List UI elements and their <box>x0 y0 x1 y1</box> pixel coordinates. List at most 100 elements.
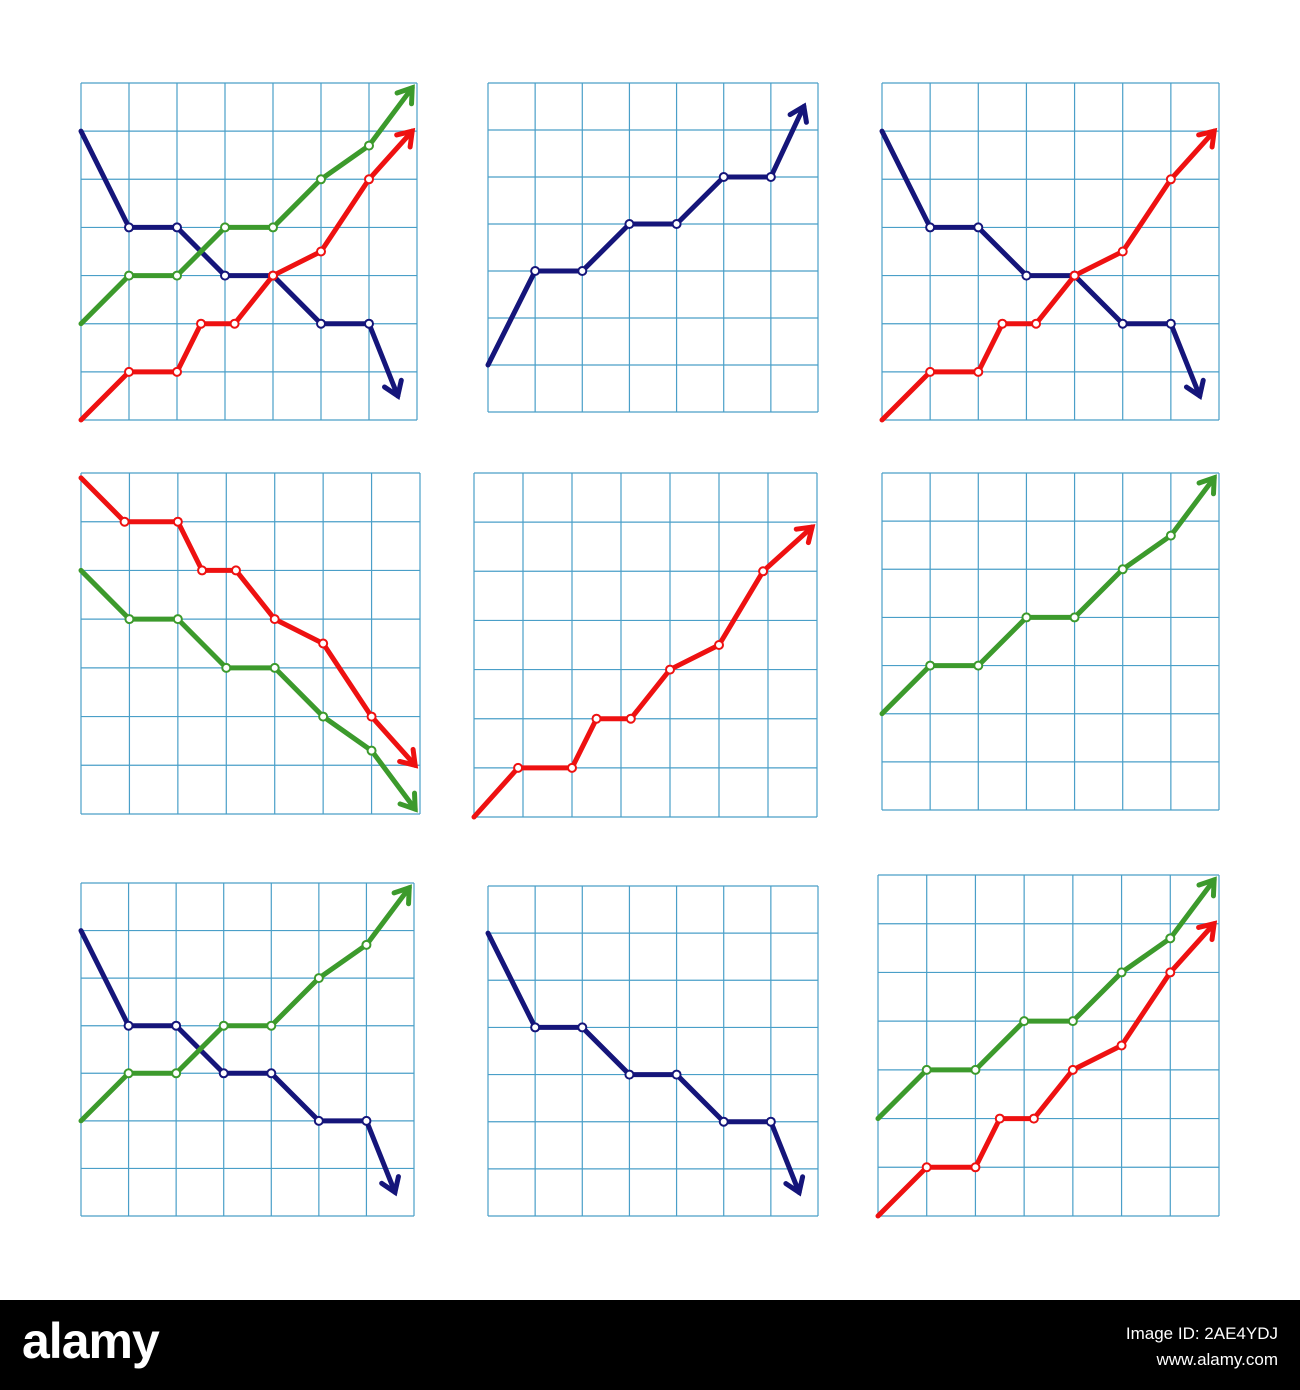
point <box>269 662 280 673</box>
point <box>318 711 329 722</box>
point <box>366 711 377 722</box>
point <box>921 1162 932 1173</box>
arrow-head <box>382 377 404 401</box>
point <box>172 270 182 281</box>
point <box>268 222 278 233</box>
point <box>997 318 1008 329</box>
point <box>1031 318 1042 329</box>
line <box>879 475 1217 717</box>
point <box>119 516 130 527</box>
line <box>485 930 802 1195</box>
point <box>973 660 984 671</box>
point <box>230 565 241 576</box>
logo: alamy <box>22 1313 160 1369</box>
point <box>218 1068 229 1079</box>
point <box>718 1116 729 1127</box>
point <box>1117 564 1128 575</box>
point <box>994 1113 1005 1124</box>
point <box>220 270 230 281</box>
point <box>313 1115 324 1126</box>
point <box>221 662 232 673</box>
point <box>268 270 278 281</box>
arrow-head <box>1196 474 1217 497</box>
point <box>361 939 372 950</box>
arrow-head <box>1196 920 1218 943</box>
point <box>714 640 724 650</box>
point <box>970 1064 981 1075</box>
point <box>218 1020 229 1031</box>
point <box>316 174 326 185</box>
point <box>196 318 206 329</box>
point <box>364 140 374 151</box>
arrow-head <box>787 102 809 125</box>
point <box>1067 1064 1078 1075</box>
line <box>78 85 415 327</box>
point <box>364 318 374 329</box>
point <box>577 266 588 276</box>
arrow-head <box>1183 377 1206 401</box>
point <box>318 638 329 649</box>
point <box>123 1020 134 1031</box>
point <box>124 270 134 281</box>
point <box>718 172 729 182</box>
point <box>1117 246 1128 257</box>
point <box>1019 1016 1030 1027</box>
point <box>1165 318 1176 329</box>
point <box>229 318 240 329</box>
point <box>364 174 374 185</box>
point <box>124 614 135 625</box>
charts <box>78 82 1220 1219</box>
point <box>671 1069 682 1080</box>
point <box>671 219 682 229</box>
point <box>765 1116 776 1127</box>
point <box>313 973 324 984</box>
point <box>220 222 230 233</box>
point <box>970 1162 981 1173</box>
point <box>1165 967 1176 978</box>
point <box>361 1115 372 1126</box>
arrow-head <box>394 127 416 150</box>
point <box>197 565 208 576</box>
point <box>513 762 524 773</box>
point <box>1165 530 1176 541</box>
point <box>123 1068 134 1079</box>
arrow-head <box>793 524 816 546</box>
point <box>625 713 636 724</box>
point <box>758 566 769 577</box>
point <box>973 222 984 233</box>
point <box>591 713 602 724</box>
point <box>577 1022 588 1033</box>
line <box>78 567 418 812</box>
point <box>530 1022 541 1033</box>
point <box>316 246 326 257</box>
point <box>172 516 183 527</box>
point <box>171 1068 182 1079</box>
point <box>973 366 984 377</box>
arrow-head <box>1196 876 1217 899</box>
line <box>78 928 398 1195</box>
point <box>1165 933 1176 944</box>
point <box>266 1020 277 1031</box>
line <box>879 128 1203 399</box>
arrow-head <box>391 884 412 907</box>
image-id: Image ID: 2AE4YDJ <box>1125 1324 1278 1343</box>
point <box>567 762 577 773</box>
arrow-head <box>783 1174 806 1197</box>
point <box>172 614 183 625</box>
point <box>1069 270 1080 281</box>
arrow-head <box>379 1174 401 1197</box>
point <box>1069 612 1080 623</box>
point <box>172 366 182 377</box>
line <box>78 128 401 399</box>
point <box>366 745 377 756</box>
arrow-head <box>397 790 418 813</box>
point <box>925 222 936 233</box>
point <box>1165 174 1176 185</box>
point <box>124 222 134 233</box>
line <box>78 885 412 1124</box>
point <box>624 219 635 229</box>
point <box>316 318 326 329</box>
point <box>925 660 936 671</box>
point <box>921 1064 932 1075</box>
